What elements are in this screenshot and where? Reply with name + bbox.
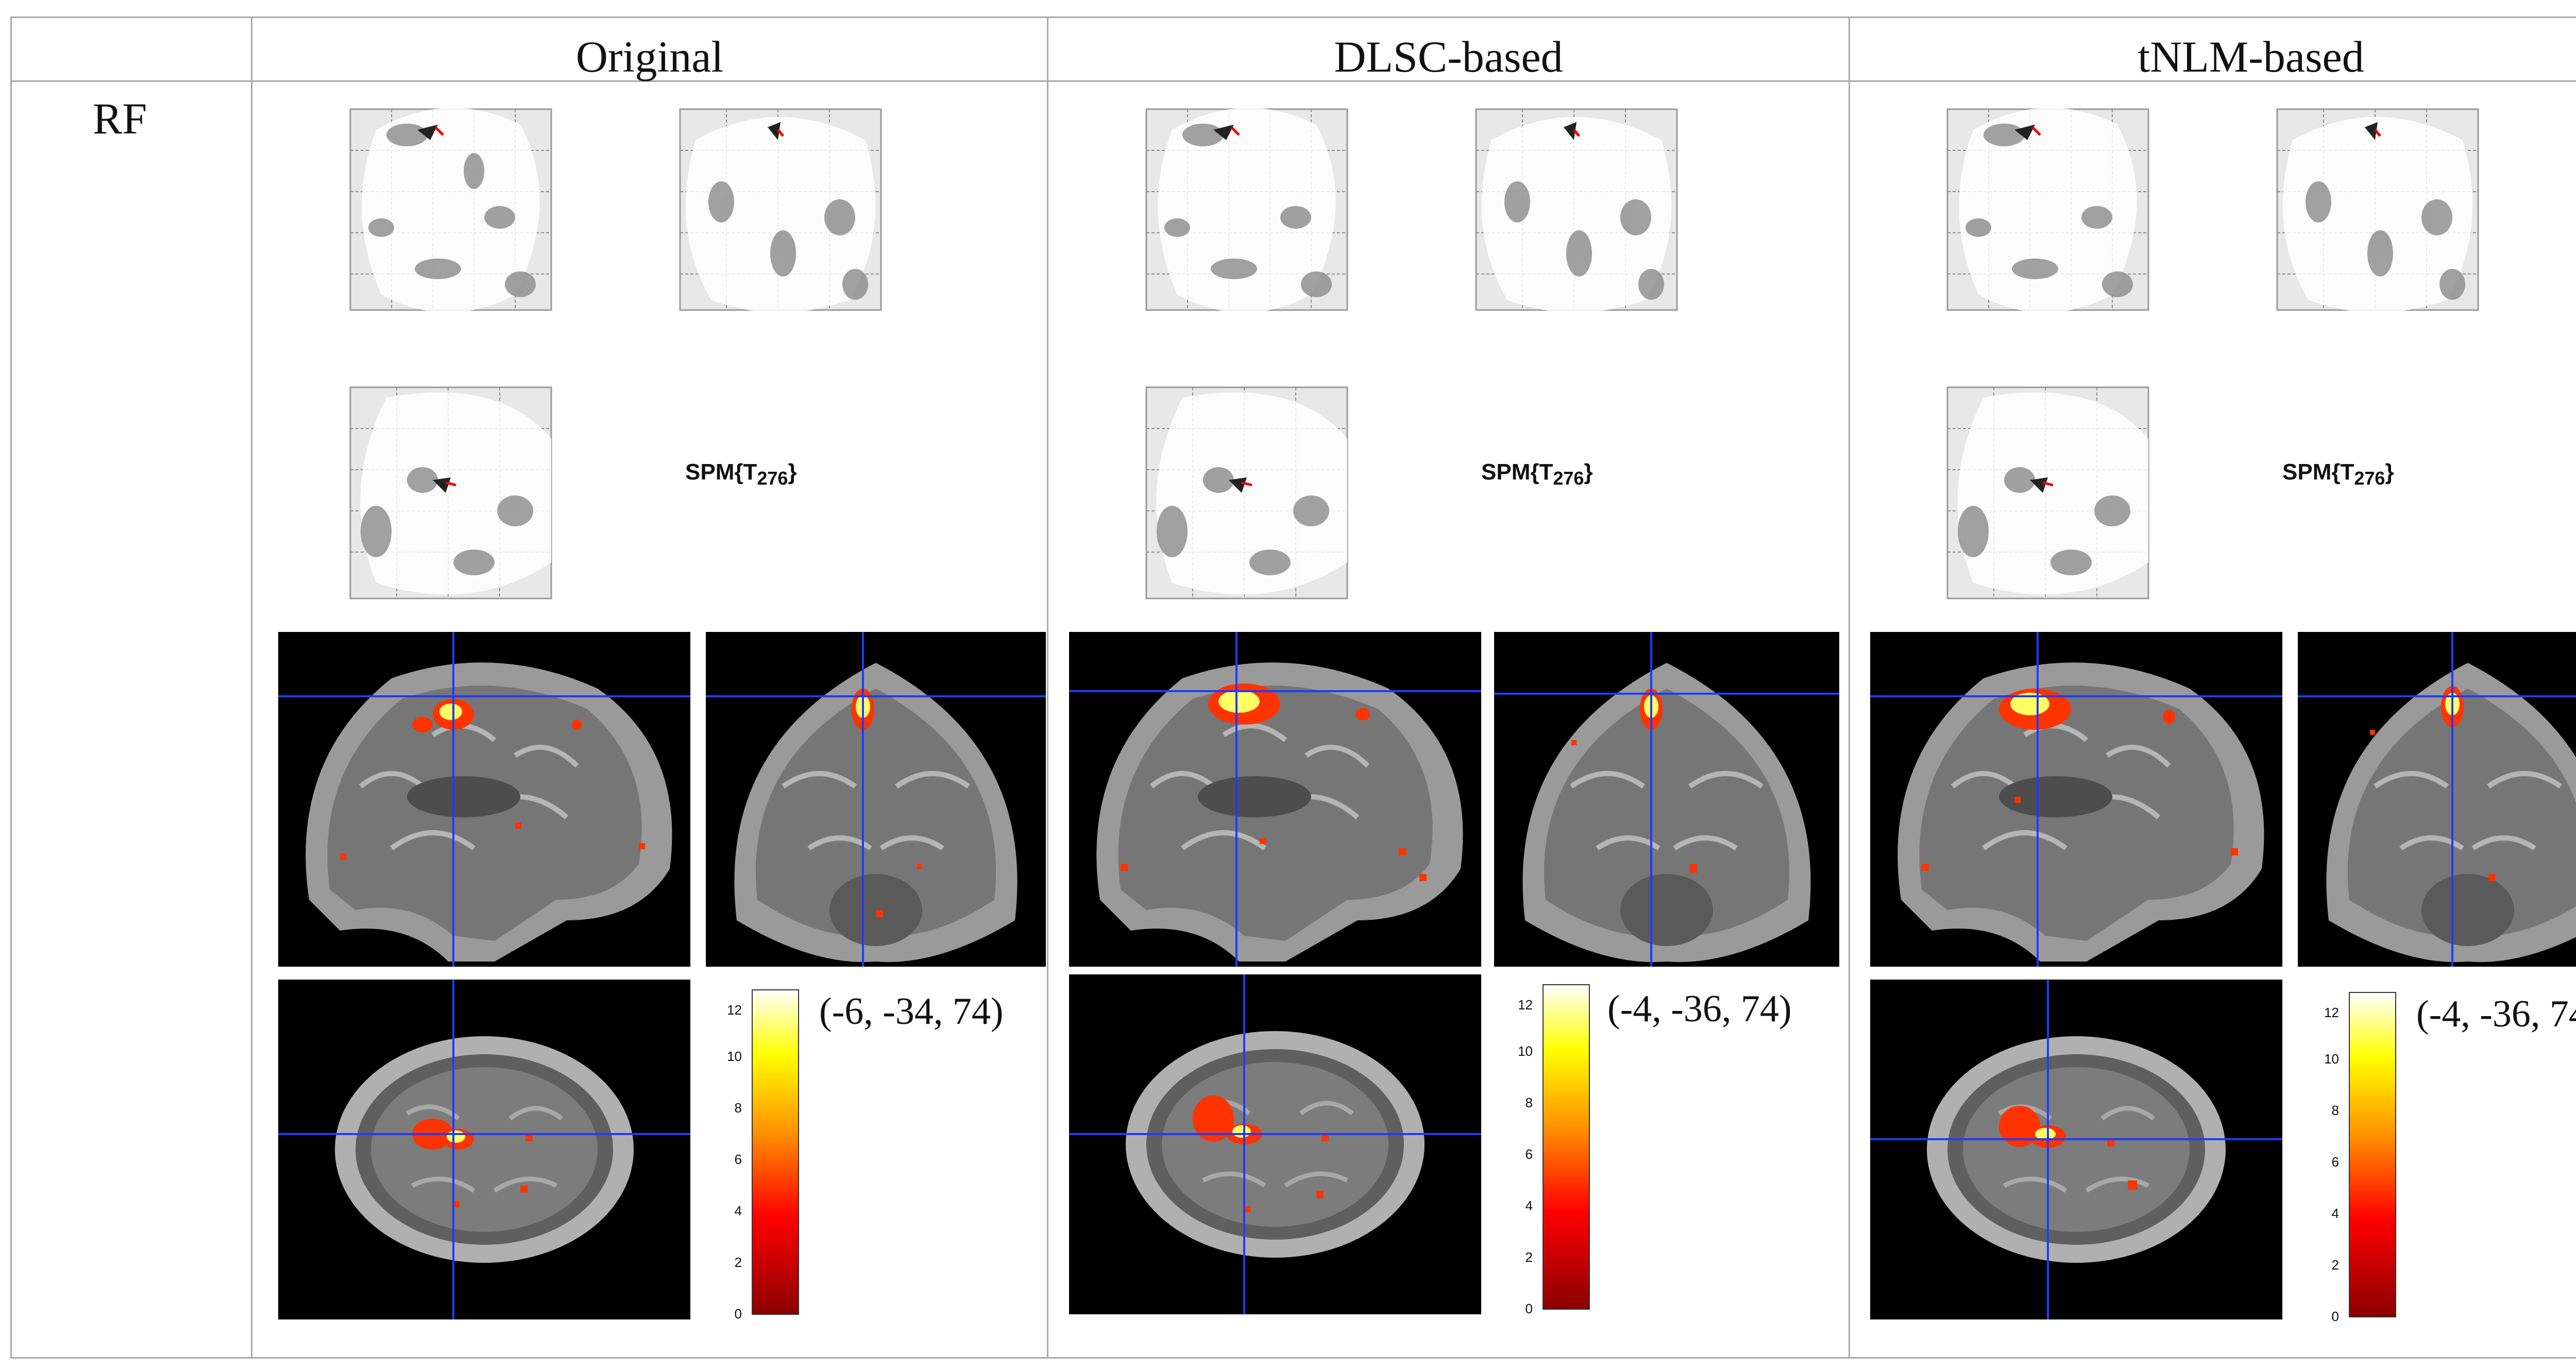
row-label: RF bbox=[93, 94, 147, 143]
table-border-top bbox=[10, 16, 2576, 18]
spm-label: SPM{T276} bbox=[2282, 459, 2394, 489]
colorbar-tick: 10 bbox=[727, 1049, 742, 1064]
glass-brain-axial bbox=[349, 386, 552, 599]
panel-original: SPM{T276} bbox=[263, 89, 1046, 1356]
glass-brain-sagittal bbox=[349, 108, 552, 313]
colorbar-tick: 8 bbox=[735, 1100, 742, 1116]
colorbar-tick: 10 bbox=[2324, 1051, 2339, 1067]
header-divider bbox=[10, 80, 2576, 82]
table-border-left bbox=[10, 16, 12, 1359]
figure-table: Original DLSC-based tNLM-based RF SPM{T2… bbox=[10, 16, 2576, 1359]
sagittal-slice bbox=[1069, 632, 1481, 967]
colorbar-tick: 0 bbox=[1526, 1301, 1533, 1316]
header-dlsc: DLSC-based bbox=[1334, 32, 1563, 81]
sagittal-slice bbox=[1870, 632, 2282, 967]
colorbar-tick: 4 bbox=[1526, 1198, 1533, 1213]
colorbar-tick: 8 bbox=[1526, 1095, 1533, 1110]
spm-label: SPM{T276} bbox=[685, 459, 797, 489]
coronal-slice bbox=[706, 632, 1046, 967]
glass-brain-axial bbox=[1145, 386, 1348, 599]
coronal-slice bbox=[1494, 632, 1839, 967]
column-divider bbox=[1849, 16, 1850, 1359]
colorbar-tick: 2 bbox=[2332, 1257, 2339, 1273]
column-divider bbox=[1047, 16, 1048, 1359]
peak-coordinates: (-6, -34, 74) bbox=[819, 990, 1004, 1033]
glass-brain-sagittal bbox=[1145, 108, 1348, 313]
spm-label: SPM{T276} bbox=[1481, 459, 1593, 489]
colorbar-tick: 6 bbox=[2332, 1154, 2339, 1170]
colorbar: 0 2 4 6 8 10 12 bbox=[2324, 992, 2396, 1324]
colorbar-tick: 2 bbox=[735, 1255, 742, 1270]
glass-brain-coronal bbox=[2276, 108, 2479, 313]
coronal-slice bbox=[2298, 632, 2576, 967]
axial-slice bbox=[1870, 980, 2282, 1319]
colorbar-tick: 2 bbox=[1526, 1249, 1533, 1265]
colorbar-tick: 12 bbox=[2324, 1005, 2339, 1020]
header-tnlm: tNLM-based bbox=[2138, 32, 2364, 81]
axial-slice bbox=[1069, 974, 1481, 1314]
colorbar-tick: 4 bbox=[735, 1203, 742, 1219]
sagittal-slice bbox=[278, 632, 690, 967]
colorbar: 0 2 4 6 8 10 12 bbox=[727, 989, 799, 1322]
header-original: Original bbox=[575, 32, 724, 81]
colorbar-tick: 12 bbox=[1518, 997, 1533, 1013]
glass-brain-axial bbox=[1946, 386, 2149, 599]
axial-slice bbox=[278, 980, 690, 1319]
glass-brain-sagittal bbox=[1946, 108, 2149, 313]
colorbar: 0 2 4 6 8 10 12 bbox=[1518, 984, 1590, 1316]
colorbar-tick: 4 bbox=[2332, 1206, 2339, 1221]
glass-brain-coronal bbox=[679, 108, 882, 313]
glass-brain-coronal bbox=[1475, 108, 1678, 313]
column-divider bbox=[251, 16, 252, 1359]
peak-coordinates: (-4, -36, 74) bbox=[1607, 988, 1792, 1030]
peak-coordinates: (-4, -36, 74) bbox=[2416, 993, 2576, 1035]
colorbar-tick: 6 bbox=[735, 1152, 742, 1167]
colorbar-tick: 0 bbox=[2332, 1309, 2339, 1324]
colorbar-tick: 10 bbox=[1518, 1043, 1533, 1059]
table-border-bottom bbox=[10, 1357, 2576, 1359]
colorbar-tick: 8 bbox=[2332, 1103, 2339, 1118]
panel-dlsc: SPM{T276} bbox=[1059, 89, 1842, 1356]
colorbar-tick: 0 bbox=[735, 1306, 742, 1322]
colorbar-tick: 6 bbox=[1526, 1146, 1533, 1162]
colorbar-tick: 12 bbox=[727, 1002, 742, 1018]
panel-tnlm: SPM{T276} bbox=[1860, 89, 2576, 1356]
